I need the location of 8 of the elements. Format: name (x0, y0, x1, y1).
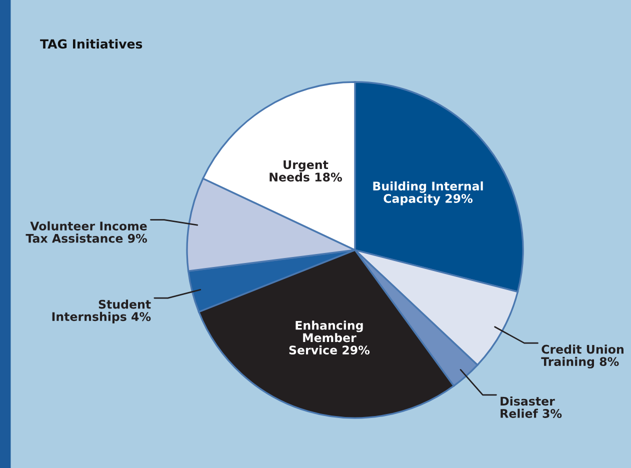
slice-label: Disaster Relief 3% (500, 396, 562, 418)
chart-title: TAG Initiatives (40, 38, 142, 49)
slice-label: Volunteer Income Tax Assistance 9% (26, 221, 148, 243)
slice-label: Credit Union Training 8% (541, 344, 624, 368)
slice-label: Building Internal Capacity 29% (373, 181, 483, 206)
slice-label: Student Internships 4% (52, 300, 151, 324)
slice-label: Urgent Needs 18% (270, 160, 342, 182)
slice-label: Enhancing Member Service 29% (289, 320, 370, 355)
